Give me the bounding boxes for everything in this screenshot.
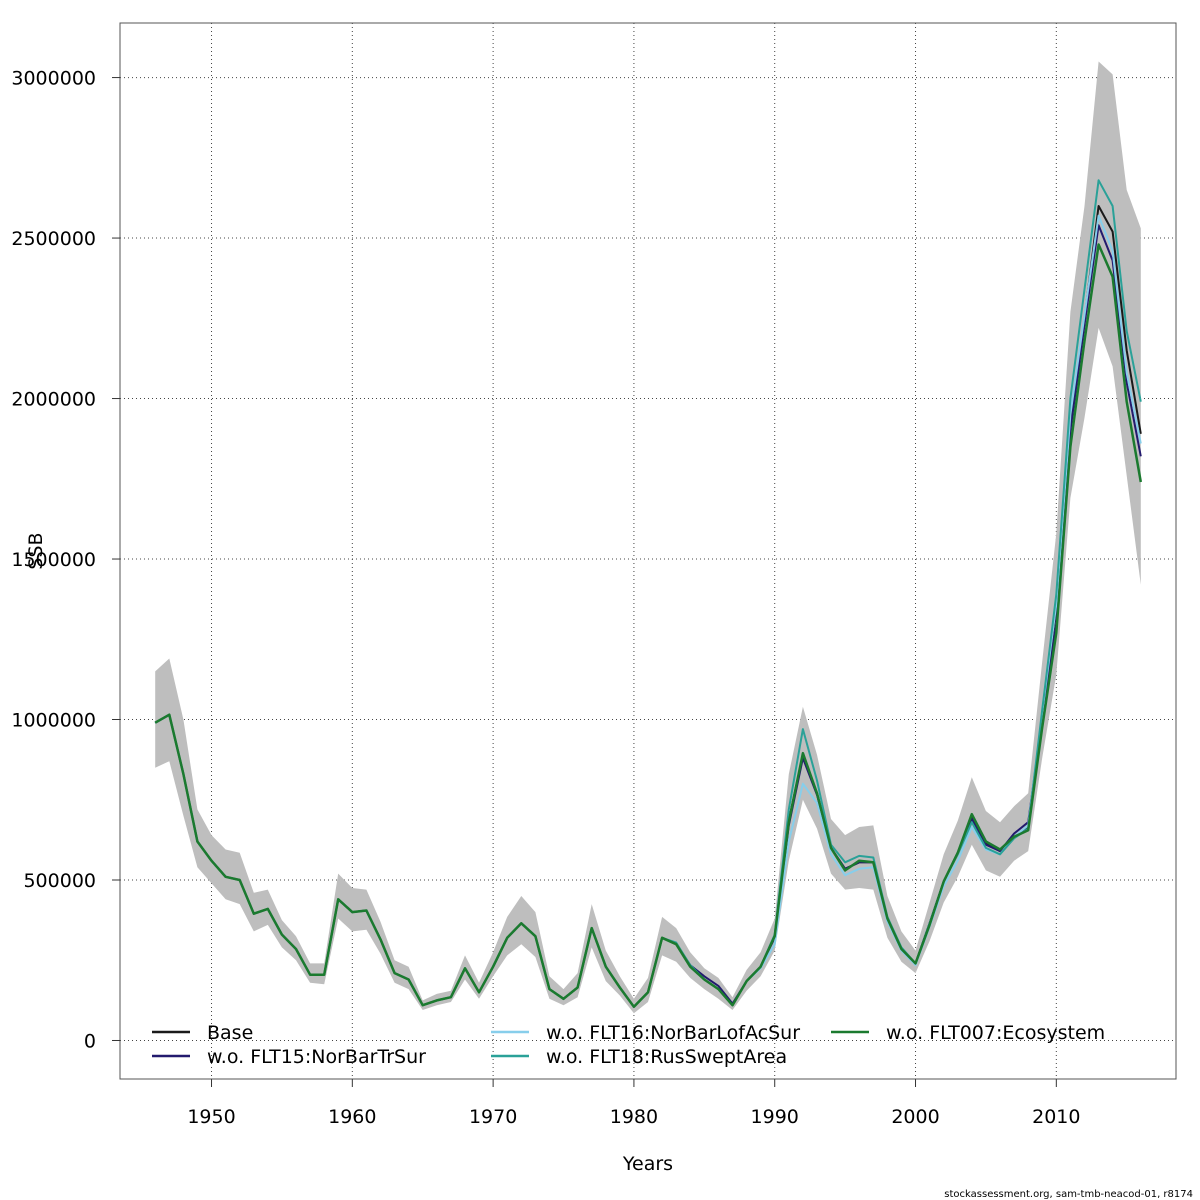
y-tick-label: 1500000 [11,549,96,571]
x-tick-label: 2000 [891,1106,939,1128]
series-line-0 [154,205,1142,1008]
x-tick-label: 1980 [610,1106,658,1128]
grid-lines [120,23,1176,1079]
y-tick-label: 2000000 [11,389,96,411]
y-tick-label: 2500000 [11,228,96,250]
legend-label-1: w.o. FLT15:NorBarTrSur [207,1046,426,1068]
y-tick-label: 0 [84,1030,96,1052]
y-tick-label: 1000000 [11,710,96,732]
x-tick-label: 1990 [751,1106,799,1128]
y-axis-label: SSB [25,532,47,569]
series-line-3 [154,179,1142,1008]
y-axis-ticks: 0 500000 1000000 1500000 2000000 2500000 30000… [11,68,120,1052]
x-tick-label: 1960 [328,1106,376,1128]
legend-label-2: w.o. FLT16:NorBarLofAcSur [546,1022,800,1044]
y-tick-label: 500000 [23,870,96,892]
footer-credit: stockassessment.org, sam-tmb-neacod-01, … [944,1189,1193,1200]
series-line-1 [154,224,1142,1008]
confidence-band [155,61,1141,1014]
legend-label-3: w.o. FLT18:RusSweptArea [546,1046,787,1068]
x-tick-label: 1970 [469,1106,517,1128]
x-axis-label: Years [622,1153,673,1175]
x-axis-ticks: 1950 1960 1970 1980 1990 2000 2010 [187,1079,1080,1128]
legend-label-4: w.o. FLT007:Ecosystem [886,1022,1105,1044]
x-tick-label: 2010 [1032,1106,1080,1128]
confidence-band-layer [155,61,1141,1014]
y-tick-label: 3000000 [11,68,96,90]
series-line-2 [154,214,1142,1008]
x-tick-label: 1950 [187,1106,235,1128]
series-line-4 [154,243,1143,1009]
series-layer [154,179,1143,1009]
legend-label-0: Base [207,1022,253,1044]
plot-frame [119,22,1177,1080]
